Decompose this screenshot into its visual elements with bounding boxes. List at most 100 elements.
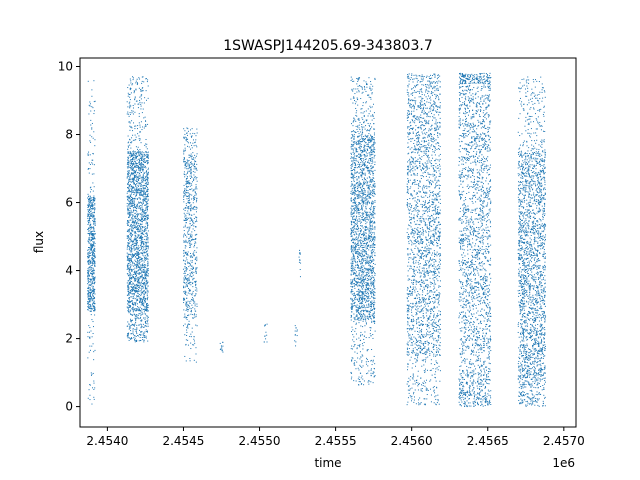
data-point	[142, 246, 144, 248]
data-point	[130, 327, 132, 329]
data-point	[138, 294, 140, 296]
data-point	[145, 175, 147, 177]
data-point	[87, 286, 89, 288]
data-point	[146, 173, 148, 175]
data-point	[144, 251, 146, 253]
data-point	[184, 323, 186, 325]
data-point	[142, 292, 144, 294]
data-point	[92, 290, 94, 292]
data-point	[371, 139, 373, 141]
data-point	[368, 197, 370, 199]
data-point	[146, 287, 148, 289]
data-point	[369, 235, 371, 237]
data-point	[141, 151, 143, 153]
data-point	[193, 199, 195, 201]
data-point	[188, 314, 190, 316]
data-point	[136, 223, 138, 225]
data-point	[353, 285, 355, 287]
data-point	[144, 225, 146, 227]
data-point	[143, 283, 145, 285]
data-point	[193, 145, 195, 147]
data-point	[193, 277, 195, 279]
data-point	[93, 398, 95, 400]
data-point	[135, 82, 137, 84]
data-point	[134, 339, 136, 341]
data-point	[139, 313, 141, 315]
data-point	[362, 184, 364, 186]
data-point	[370, 278, 372, 280]
data-point	[91, 293, 93, 295]
data-point	[137, 228, 139, 230]
data-point	[147, 215, 149, 217]
data-point	[358, 381, 360, 383]
data-point	[365, 81, 367, 83]
data-point	[90, 240, 92, 242]
data-point	[195, 168, 197, 170]
data-point	[129, 271, 131, 273]
data-point	[351, 305, 353, 307]
data-point	[374, 222, 376, 224]
data-point	[365, 101, 367, 103]
data-point	[362, 316, 364, 318]
data-point	[357, 263, 359, 265]
data-point	[89, 235, 91, 237]
data-point	[88, 256, 90, 258]
data-point	[135, 189, 137, 191]
data-point	[135, 231, 137, 233]
data-point	[137, 214, 139, 216]
data-point	[352, 269, 353, 271]
data-point	[138, 277, 140, 279]
data-point	[126, 176, 128, 178]
data-point	[135, 231, 137, 233]
data-point	[138, 335, 140, 337]
data-point	[92, 233, 94, 235]
data-point	[183, 309, 185, 311]
data-point	[138, 324, 140, 326]
data-point	[362, 173, 364, 175]
data-point	[370, 165, 372, 167]
data-point	[127, 239, 129, 241]
data-point	[359, 142, 361, 144]
data-point	[366, 212, 368, 214]
data-point	[146, 173, 148, 175]
data-point	[374, 221, 376, 223]
data-point	[140, 334, 142, 336]
data-point	[195, 280, 197, 282]
data-point	[129, 305, 131, 307]
data-point	[144, 180, 146, 182]
data-point	[145, 272, 147, 274]
data-point	[142, 209, 144, 211]
data-point	[184, 245, 186, 247]
data-point	[374, 154, 376, 156]
data-point	[370, 135, 372, 137]
data-point	[139, 138, 141, 140]
data-point	[371, 290, 373, 292]
data-point	[361, 87, 363, 89]
data-point	[362, 161, 364, 163]
data-point	[90, 308, 92, 310]
data-point	[143, 251, 145, 253]
data-point	[187, 195, 189, 197]
data-point	[130, 254, 132, 256]
data-point	[361, 198, 363, 200]
data-point	[137, 207, 139, 209]
data-point	[295, 341, 297, 343]
data-point	[128, 323, 130, 325]
data-point	[370, 181, 372, 183]
data-point	[132, 154, 134, 156]
data-point	[147, 123, 149, 125]
data-point	[90, 124, 92, 126]
data-point	[353, 283, 355, 285]
data-point	[137, 292, 139, 294]
data-point	[135, 287, 137, 289]
data-point	[129, 96, 131, 98]
data-point	[357, 249, 359, 251]
data-point	[128, 332, 130, 334]
data-point	[265, 338, 267, 340]
data-point	[134, 308, 136, 310]
data-point	[369, 315, 371, 317]
data-point	[135, 235, 137, 237]
data-point	[133, 91, 135, 93]
data-point	[183, 159, 185, 161]
data-point	[87, 228, 89, 230]
